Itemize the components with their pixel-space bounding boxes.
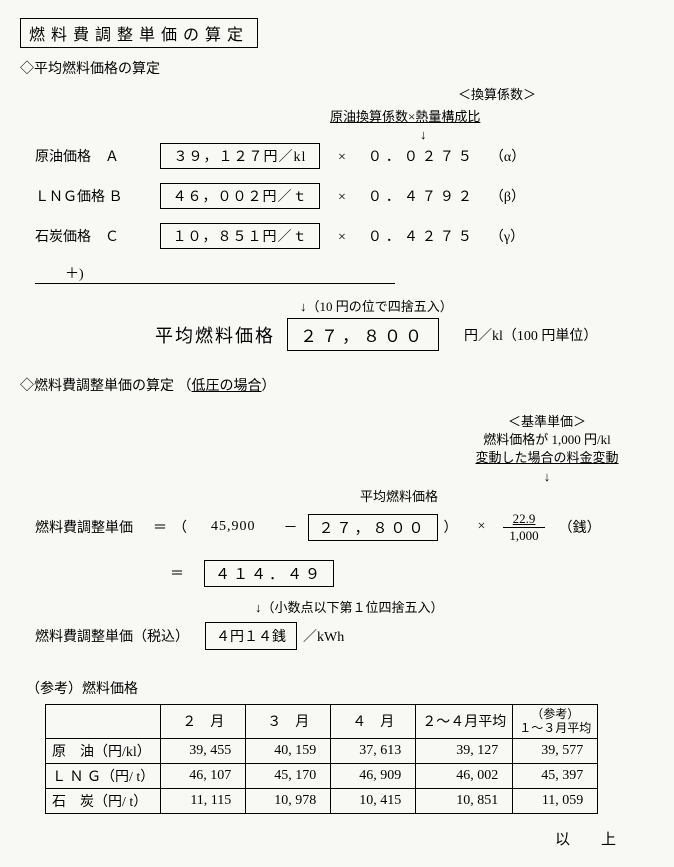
result-box: ４１４．４９ [204,560,334,587]
section1-head: 平均燃料価格の算定 [20,58,654,78]
fuel-row-crude: 原油価格 Ａ ３９，１２７円／kl × ０．０２７５ （α） [20,143,654,169]
row-crude-head: 原 油（円/kl） [46,738,161,763]
lng-value: ４６，００２円／ｔ [160,183,320,209]
base-unit-header: ＜基準単価＞ [440,413,654,431]
frac-den: 1,000 [499,528,548,544]
conversion-sub: 原油換算係数×熱量構成比 [330,106,654,125]
fuel-row-coal: 石炭価格 Ｃ １０，８５１円／ｔ × ０．４２７５ （γ） [20,223,654,249]
formula-eq: ＝ [153,517,167,537]
end-mark: 以 上 [20,828,624,849]
rparen: ） [444,517,458,537]
avg-label: 平均燃料価格 [155,322,275,348]
reference-table: ２ 月 ３ 月 ４ 月 ２～４月平均 （参考） １～３月平均 原 油（円/kl）… [45,704,598,814]
base-unit-block: ＜基準単価＞ 燃料価格が 1,000 円/kl 変動した場合の料金変動 ↓ [440,413,654,486]
arrow-1: ↓ [420,127,654,143]
reference-head: （参考）燃料価格 [26,678,654,698]
col-ref-top: （参考） [519,707,591,721]
plus-sign: ＋) [65,263,654,283]
base-unit-arrow: ↓ [440,468,654,486]
minus: － [284,517,298,537]
row-lng-head: Ｌ Ｎ Ｇ（円/ t） [46,763,161,788]
sen-unit: （銭） [559,517,601,537]
col-avg24: ２～４月平均 [416,704,513,738]
coal-value: １０，８５１円／ｔ [160,223,320,249]
base-unit-line2: 変動した場合の料金変動 [440,449,654,467]
formula-label: 燃料費調整単価 [35,517,133,537]
final-row: 燃料費調整単価（税込） ４円１４銭 ／kWh [20,622,654,650]
fuel-row-lng: ＬＮＧ価格 Ｂ ４６，００２円／ｔ × ０．４７９２ （β） [20,183,654,209]
base-unit-line1: 燃料価格が 1,000 円/kl [440,431,654,449]
section2-paren: 低圧の場合 [192,379,262,394]
avg-fuel-label: 平均燃料価格 [360,486,654,505]
final-value: ４円１４銭 [205,622,297,650]
result-row: ＝ ４１４．４９ [20,560,654,587]
row-coal-head: 石 炭（円/ t） [46,788,161,813]
avg-value: ２７，８００ [287,318,439,351]
coal-mult: × ０．４２７５ [338,226,476,246]
formula-box: ２７，８００ [308,514,438,541]
lng-label: ＬＮＧ価格 Ｂ [20,186,160,206]
formula-row: 燃料費調整単価 ＝ （ 45,900 － ２７，８００ ） × 22.9 1,0… [20,511,654,544]
mult: × [478,519,486,535]
avg-arrow: ↓（10 円の位で四捨五入） [300,296,654,315]
col-apr: ４ 月 [331,704,416,738]
avg-unit: 円／kl（100 円単位） [464,325,597,345]
avg-row: 平均燃料価格 ２７，８００ 円／kl（100 円単位） [20,318,654,351]
lng-sym: （β） [490,186,525,206]
crude-mult: × ０．０２７５ [338,146,476,166]
table-row: 石 炭（円/ t） 11, 115 10, 978 10, 415 10, 85… [46,788,598,813]
fraction: 22.9 1,000 [499,511,548,544]
conversion-header: ＜換算係数＞ [340,84,654,103]
final-unit: ／kWh [303,626,344,646]
col-feb: ２ 月 [161,704,246,738]
sum-rule [35,283,395,284]
crude-value: ３９，１２７円／kl [160,143,320,169]
col-ref: （参考） １～３月平均 [513,704,598,738]
formula-num1: 45,900 [211,519,256,535]
section2-title: 燃料費調整単価の算定 [20,379,174,394]
col-ref-bottom: １～３月平均 [519,721,591,735]
coal-sym: （γ） [490,226,524,246]
result-eq: ＝ [170,563,184,583]
result-arrow: ↓（小数点以下第１位四捨五入） [255,597,654,616]
col-mar: ３ 月 [246,704,331,738]
lng-mult: × ０．４７９２ [338,186,476,206]
crude-sym: （α） [490,146,525,166]
final-label: 燃料費調整単価（税込） [35,626,189,646]
table-row: 原 油（円/kl） 39, 455 40, 159 37, 613 39, 12… [46,738,598,763]
col-blank [46,704,161,738]
coal-label: 石炭価格 Ｃ [20,226,160,246]
lparen: （ [173,517,187,537]
doc-title: 燃料費調整単価の算定 [20,18,258,48]
section2-head: 燃料費調整単価の算定 （低圧の場合） [20,375,654,395]
frac-num: 22.9 [503,511,546,528]
table-row: Ｌ Ｎ Ｇ（円/ t） 46, 107 45, 170 46, 909 46, … [46,763,598,788]
crude-label: 原油価格 Ａ [20,146,160,166]
